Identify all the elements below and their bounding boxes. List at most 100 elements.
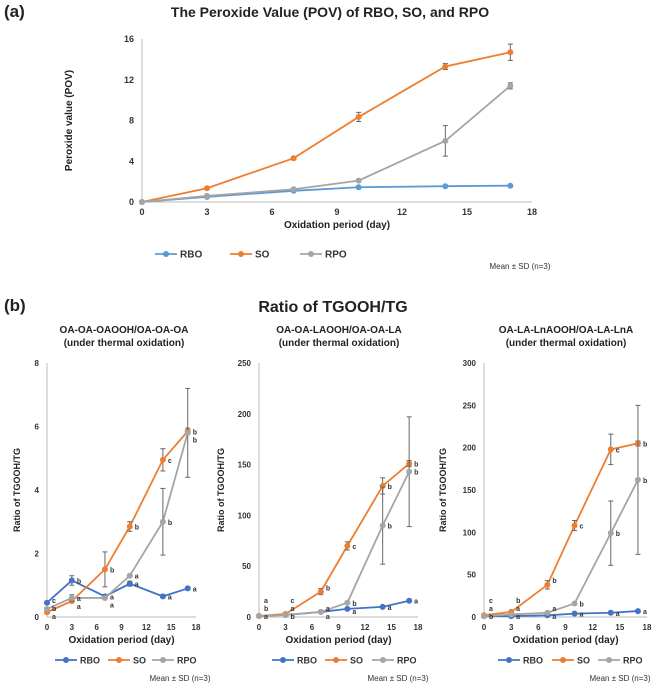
significance-letter: c [352,544,356,551]
legend-label-rbo: RBO [80,656,100,666]
x-tick-label: 6 [94,623,99,632]
legend-marker-rbo [280,657,286,663]
significance-letter: b [291,614,295,621]
y-tick-label: 6 [35,423,40,432]
legend-marker-rbo [63,657,69,663]
significance-letter: a [110,594,114,601]
data-point-rbo [159,593,166,600]
significance-letter: c [616,447,620,454]
significance-letter: a [291,606,295,613]
y-tick-label: 8 [35,359,40,368]
significance-letter: a [52,614,56,621]
y-tick-label: 12 [124,75,134,85]
legend-marker-so [560,657,566,663]
chart-a-title: The Peroxide Value (POV) of RBO, SO, and… [170,4,490,20]
data-point-rpo [282,611,289,618]
data-point-rbo [607,609,614,616]
legend-marker-so [116,657,122,663]
significance-letter: a [193,586,197,593]
significance-letter: a [489,606,493,613]
x-tick-label: 9 [334,207,339,217]
data-point-so [344,542,351,549]
legend-label-so: SO [133,656,146,666]
significance-letter: a [552,614,556,621]
data-point-so [290,155,297,162]
x-tick-label: 12 [361,623,370,632]
significance-letter: b [414,462,418,469]
data-point-rpo [68,594,75,601]
x-tick-label: 0 [139,207,144,217]
y-tick-label: 8 [129,116,134,126]
series-line-so [141,51,511,203]
data-point-rpo [344,599,351,606]
significance-letter: b [516,598,520,605]
significance-letter: b [135,525,139,532]
data-point-rbo [442,183,449,190]
data-point-rpo [317,608,324,615]
data-point-rbo [68,577,75,584]
data-point-rbo [355,184,362,191]
significance-letter: a [580,612,584,619]
y-tick-label: 50 [242,562,251,571]
data-point-rbo [507,182,514,189]
chart-subtitle: (under thermal oxidation) [506,338,627,349]
legend-marker-rpo [308,251,314,257]
x-tick-label: 12 [588,623,597,632]
data-point-rpo [159,518,166,525]
significance-letter: a [516,614,520,621]
data-point-rpo [507,82,514,89]
series-line-rbo [484,610,639,618]
significance-letter: a [414,599,418,606]
x-tick-label: 12 [397,207,407,217]
significance-letter: a [135,582,139,589]
data-point-so [317,588,324,595]
x-axis-label: Oxidation period (day) [68,635,174,646]
y-tick-label: 200 [238,410,252,419]
y-tick-label: 4 [129,156,134,166]
data-point-so [101,566,108,573]
series-line-rpo [258,471,410,617]
significance-letter: a [135,574,139,581]
data-point-rpo [126,572,133,579]
significance-letter: b [489,614,493,621]
significance-letter: b [77,578,81,585]
legend-label-rbo: RBO [523,656,543,666]
x-tick-label: 6 [269,207,274,217]
legend-marker-so [238,251,244,257]
significance-letter: b [264,606,268,613]
data-point-rbo [406,597,413,604]
y-axis-label: Ratio of TGOOH/TG [12,448,22,532]
panel-b-title: Ratio of TGOOH/TG [258,299,408,316]
legend-label-so: SO [350,656,363,666]
legend-marker-rpo [160,657,166,663]
series-line-rpo [141,85,511,203]
data-point-rpo [508,611,515,618]
data-point-rpo [406,468,413,475]
x-tick-label: 15 [387,623,396,632]
chart-title: OA-LA-LnAOOH/OA-LA-LnA [499,325,633,336]
x-tick-label: 6 [536,623,541,632]
significance-letter: a [326,606,330,613]
data-point-rpo [44,606,50,613]
significance-letter: b [193,437,197,444]
significance-letter: b [552,578,556,585]
y-tick-label: 250 [463,401,477,410]
data-point-rpo [256,612,262,619]
legend-marker-so [333,657,339,663]
y-tick-label: 100 [463,528,477,537]
data-point-rpo [355,177,362,184]
series-line-rbo [141,184,511,203]
data-point-rbo [379,603,386,610]
x-axis-label: Oxidation period (day) [284,220,390,231]
significance-letter: a [516,606,520,613]
significance-letter: a [352,609,356,616]
significance-letter: c [168,458,172,465]
x-tick-label: 15 [167,623,176,632]
x-tick-label: 9 [336,623,341,632]
legend-label-rpo: RPO [623,656,643,666]
data-point-rpo [571,600,578,607]
legend-label-rpo: RPO [325,250,347,261]
significance-letter: a [552,606,556,613]
x-axis-label: Oxidation period (day) [285,635,391,646]
